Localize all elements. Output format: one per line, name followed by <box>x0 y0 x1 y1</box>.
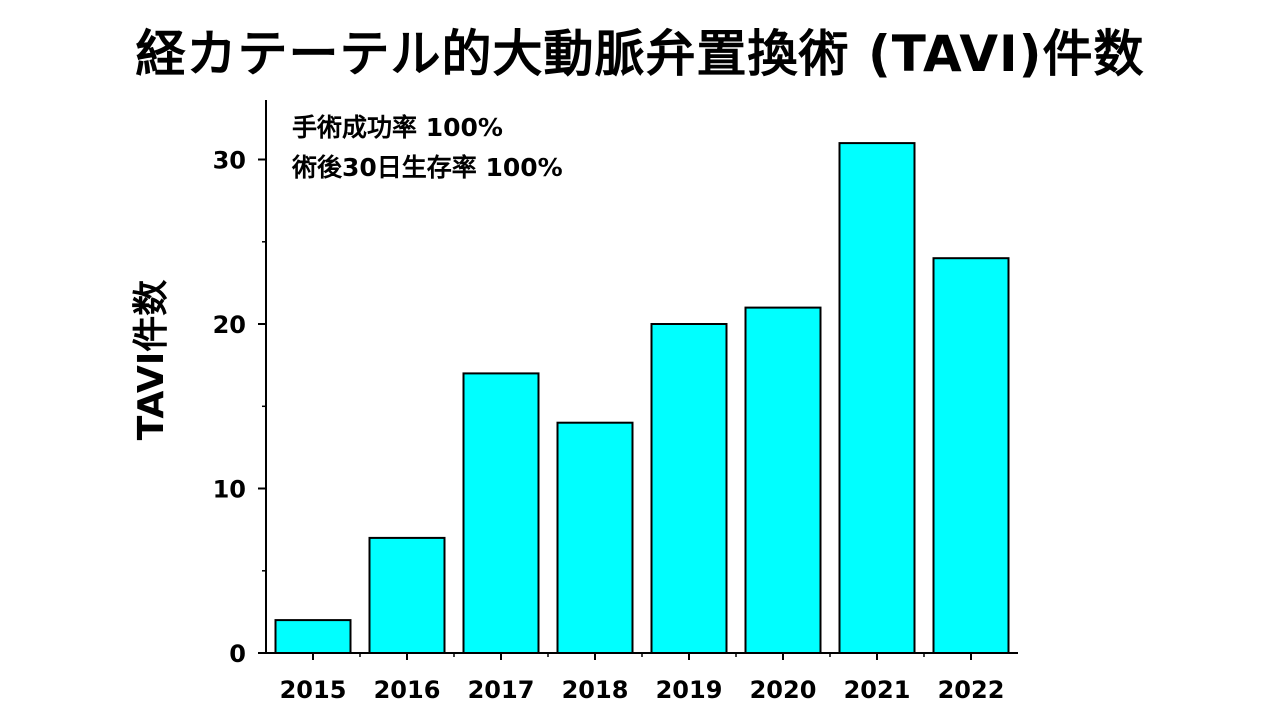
x-tick-label: 2016 <box>374 676 441 704</box>
bar-2016 <box>368 536 446 655</box>
x-tick-label: 2018 <box>562 676 629 704</box>
bar-2021 <box>838 142 916 654</box>
bars-layer <box>274 142 1010 655</box>
y-tick-label: 20 <box>213 311 246 339</box>
bar-2019 <box>650 323 728 654</box>
chart-title: 経カテーテル的大動脈弁置換術 (TAVI)件数 <box>135 25 1145 83</box>
y-tick-label: 10 <box>213 476 246 504</box>
success-rate-annotation: 手術成功率 100% <box>292 113 503 142</box>
x-tick-label: 2020 <box>750 676 817 704</box>
bar-2017 <box>462 372 540 654</box>
x-tick-label: 2021 <box>844 676 911 704</box>
bar-2022 <box>932 257 1010 654</box>
bar-2018 <box>556 421 634 655</box>
y-axis-title: TAVI件数 <box>131 280 172 440</box>
bar-2015 <box>274 619 352 654</box>
y-tick-label: 30 <box>213 147 246 175</box>
x-tick-label: 2015 <box>280 676 347 704</box>
x-tick-label: 2017 <box>468 676 535 704</box>
y-ticks-layer: 0 10 20 30 <box>213 147 266 668</box>
survival-rate-annotation: 術後30日生存率 100% <box>291 153 563 182</box>
x-tick-label: 2019 <box>656 676 723 704</box>
bar-2020 <box>744 306 822 654</box>
x-ticks-layer: 2015 2016 2017 2018 2019 2020 2021 2022 <box>280 653 1005 704</box>
y-tick-label: 0 <box>229 640 246 668</box>
x-tick-label: 2022 <box>938 676 1005 704</box>
